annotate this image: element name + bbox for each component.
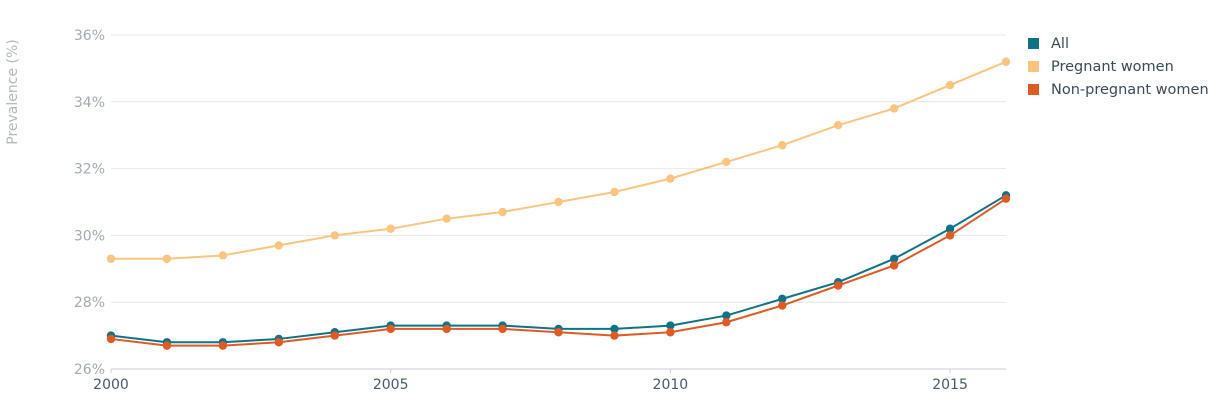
- point-pregnant-women-2009: [610, 187, 619, 197]
- x-tick-2010: 2010: [653, 377, 689, 393]
- y-tick-labels: 26% 28% 30% 32% 34% 36%: [74, 28, 105, 378]
- y-tick-30: 30%: [74, 228, 105, 244]
- x-tick-labels: 2000 2005 2010 2015: [93, 377, 968, 393]
- point-pregnant-women-2002: [218, 251, 228, 260]
- point-pregnant-women-2014: [889, 104, 899, 113]
- legend-label-non-pregnant-women: Non-pregnant women: [1051, 81, 1209, 98]
- point-pregnant-women-2000: [106, 254, 116, 263]
- point-non-pregnant-women-2005: [386, 324, 395, 334]
- point-non-pregnant-women-2000: [106, 334, 116, 344]
- point-all-2014: [889, 254, 899, 263]
- point-non-pregnant-women-2014: [889, 261, 899, 270]
- point-pregnant-women-2008: [554, 197, 563, 207]
- point-non-pregnant-women-2006: [442, 324, 451, 334]
- point-pregnant-women-2013: [833, 120, 843, 130]
- point-pregnant-women-2004: [330, 231, 339, 240]
- point-non-pregnant-women-2016: [1001, 194, 1011, 203]
- point-all-2012: [778, 294, 787, 304]
- point-pregnant-women-2007: [498, 207, 507, 217]
- legend-swatch-non-pregnant-women: [1028, 84, 1039, 95]
- point-pregnant-women-2006: [442, 214, 451, 223]
- point-pregnant-women-2005: [386, 224, 395, 233]
- legend-label-all: All: [1051, 35, 1069, 52]
- point-pregnant-women-2010: [666, 174, 675, 183]
- point-pregnant-women-2015: [945, 80, 955, 90]
- point-non-pregnant-women-2002: [218, 341, 228, 350]
- legend: All Pregnant women Non-pregnant women: [1028, 32, 1209, 101]
- x-tick-2015: 2015: [932, 377, 968, 393]
- point-all-2010: [666, 321, 675, 330]
- series-line-pregnant-women: [111, 60, 1007, 260]
- point-non-pregnant-women-2001: [162, 341, 172, 350]
- point-pregnant-women-2012: [778, 141, 787, 150]
- point-non-pregnant-women-2010: [666, 328, 675, 337]
- point-non-pregnant-women-2012: [778, 301, 787, 310]
- grid-lines: [110, 34, 1006, 373]
- point-pregnant-women-2001: [162, 254, 172, 263]
- legend-swatch-pregnant-women: [1028, 61, 1039, 72]
- series-group: [106, 57, 1011, 350]
- legend-swatch-all: [1028, 38, 1039, 49]
- y-tick-32: 32%: [74, 162, 105, 178]
- point-all-2015: [945, 224, 955, 233]
- point-all-2009: [610, 324, 619, 334]
- point-pregnant-women-2003: [274, 241, 284, 250]
- series-line-all: [110, 194, 1007, 344]
- y-tick-34: 34%: [74, 95, 105, 111]
- point-non-pregnant-women-2011: [722, 318, 731, 327]
- x-tick-2000: 2000: [93, 377, 129, 393]
- series-line-non-pregnant-women: [110, 197, 1007, 347]
- y-tick-28: 28%: [74, 295, 105, 311]
- point-non-pregnant-women-2004: [330, 331, 339, 340]
- point-pregnant-women-2016: [1001, 57, 1011, 66]
- point-non-pregnant-women-2013: [833, 281, 843, 290]
- legend-item-non-pregnant-women[interactable]: Non-pregnant women: [1028, 78, 1209, 101]
- point-pregnant-women-2011: [722, 157, 731, 167]
- point-non-pregnant-women-2007: [498, 324, 507, 334]
- point-non-pregnant-women-2015: [945, 231, 955, 240]
- point-all-2011: [722, 311, 731, 320]
- y-axis-label: Prevalence (%): [5, 39, 21, 145]
- legend-item-all[interactable]: All: [1028, 32, 1209, 55]
- point-non-pregnant-women-2003: [274, 338, 284, 347]
- y-tick-36: 36%: [74, 28, 105, 44]
- point-non-pregnant-women-2008: [554, 328, 563, 337]
- legend-item-pregnant-women[interactable]: Pregnant women: [1028, 55, 1209, 78]
- point-non-pregnant-women-2009: [610, 331, 619, 340]
- y-tick-26: 26%: [74, 362, 105, 378]
- x-tick-2005: 2005: [373, 377, 409, 393]
- legend-label-pregnant-women: Pregnant women: [1051, 58, 1174, 75]
